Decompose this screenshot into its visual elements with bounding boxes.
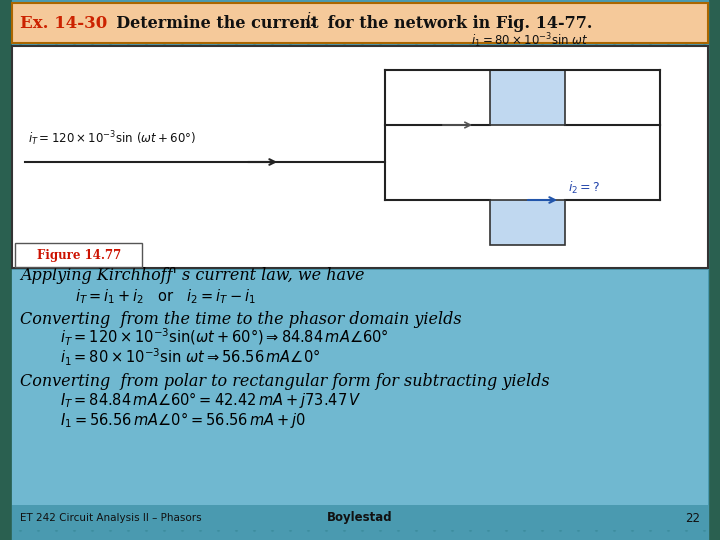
Text: Converting  from polar to rectangular form for subtracting yields: Converting from polar to rectangular for… [20,373,549,390]
Text: 22: 22 [685,511,700,524]
Bar [12,506,708,530]
FancyBboxPatch shape [15,243,142,267]
Bar [12,3,708,43]
Bar [490,70,565,125]
Text: Converting  from the time to the phasor domain yields: Converting from the time to the phasor d… [20,311,462,328]
Bar [708,0,720,540]
Text: Determine the current: Determine the current [105,15,324,31]
Text: $I_1 = 56.56\,mA\angle 0° = 56.56\,mA + j0$: $I_1 = 56.56\,mA\angle 0° = 56.56\,mA + … [60,410,306,430]
Text: ET 242 Circuit Analysis II – Phasors: ET 242 Circuit Analysis II – Phasors [20,513,202,523]
Text: for the network in Fig. 14-77.: for the network in Fig. 14-77. [322,15,593,31]
Text: Ex. 14-30: Ex. 14-30 [20,15,107,31]
Text: $i_T = 120 \times 10^{-3} \sin\,(\omega t + 60°)$: $i_T = 120 \times 10^{-3} \sin\,(\omega … [28,129,196,148]
Text: $i_2$: $i_2$ [305,11,318,29]
Text: $i_1 = 80 \times 10^{-3} \sin\,\omega t$: $i_1 = 80 \times 10^{-3} \sin\,\omega t$ [471,31,589,50]
Bar [12,46,708,268]
Bar [12,270,708,505]
Text: $i_T = 120\times10^{-3}\sin(\omega t+60°) \Rightarrow 84.84\,mA\angle 60°$: $i_T = 120\times10^{-3}\sin(\omega t+60°… [60,327,389,348]
Text: $I_T = 84.84\,mA\angle 60° = 42.42\,mA + j73.47\,V$: $I_T = 84.84\,mA\angle 60° = 42.42\,mA +… [60,390,361,410]
Bar [0,0,12,540]
Text: Applying Kirchhoff' s current law, we have: Applying Kirchhoff' s current law, we ha… [20,267,364,284]
Bar [490,200,565,245]
Text: $i_1 = 80\times10^{-3}\sin\,\omega t \Rightarrow 56.56\,mA\angle 0°$: $i_1 = 80\times10^{-3}\sin\,\omega t \Ri… [60,347,320,368]
Text: Boylestad: Boylestad [327,511,393,524]
Text: $i_2 = ?$: $i_2 = ?$ [568,180,600,196]
Text: Figure 14.77: Figure 14.77 [37,248,121,261]
Text: $i_T = i_1 + i_2$   or   $i_2 = i_T - i_1$: $i_T = i_1 + i_2$ or $i_2 = i_T - i_1$ [75,287,256,306]
